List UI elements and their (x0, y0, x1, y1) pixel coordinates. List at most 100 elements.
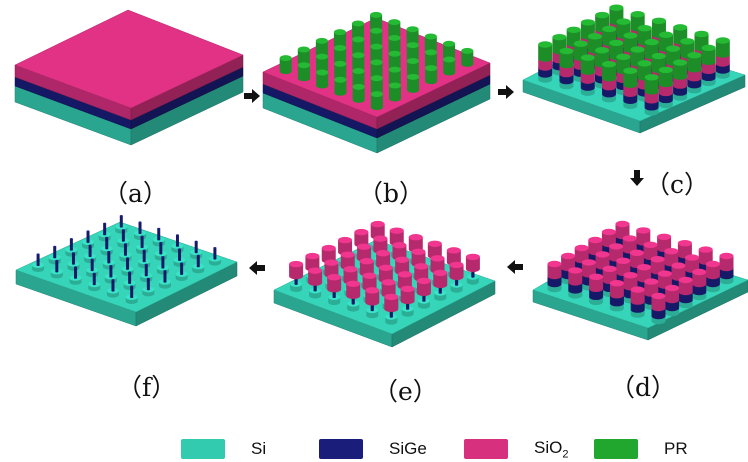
pillar-d-7-seg-2 (643, 244, 658, 260)
pillar-c-20-seg-3 (538, 44, 553, 62)
pr-pillar-b-16-cap (424, 49, 437, 56)
nanowire-f-wire-9-cap (69, 238, 73, 240)
panel-f-nanowires (32, 215, 221, 304)
pillar-d-26 (692, 268, 707, 301)
pillar-e-cap-26 (433, 269, 448, 289)
pillar-e-cap-29 (327, 274, 342, 293)
nanowire-f-wire-0-seg-0 (119, 215, 123, 228)
pillar-e-21 (449, 261, 464, 293)
nanowire-f-wire-2-seg-0 (103, 223, 107, 236)
panel-e-pillars (289, 220, 480, 325)
pillar-c-20-cap (538, 41, 553, 48)
pr-pillar-b-5 (333, 29, 346, 49)
pillar-c-21-seg-2 (701, 61, 716, 75)
pillar-d-20-seg-2 (547, 264, 562, 280)
nanowire-f-wire-27-seg-0 (144, 264, 148, 277)
pillar-d-35-seg-2 (651, 296, 666, 312)
pillar-c-25 (559, 47, 574, 90)
pillar-d-28-seg-2 (623, 275, 638, 291)
nanowire-f-wire-9-seg-0 (69, 238, 73, 251)
pr-pillar-b-22 (406, 57, 419, 77)
pillar-c-29-cap (580, 54, 595, 61)
pr-pillar-b-26-cap (425, 65, 438, 72)
pr-pillar-b-24-seg-0 (334, 63, 347, 80)
pillar-d-15 (719, 252, 734, 285)
pillar-e-cap-20-seg-0 (289, 264, 304, 280)
pillar-d-15-seg-1 (719, 268, 734, 280)
pr-pillar-b-10-seg-0 (443, 43, 456, 60)
panel-a-wafer (14, 9, 244, 146)
pillar-c-18-cap (609, 39, 624, 47)
nanowire-f-wire-31-seg-0 (128, 272, 132, 284)
pillar-c-17-cap (644, 38, 659, 46)
pillar-e-cap-21-seg-0 (449, 264, 464, 281)
pillar-d-35-seg-1 (651, 308, 666, 320)
pillar-d-32-cap (609, 280, 624, 287)
nanowire-f-wire-34-cap (111, 279, 115, 281)
nanowire-f-wire-35 (130, 285, 134, 298)
pillar-d-9-cap (574, 244, 589, 252)
pillar-d-21 (705, 260, 720, 293)
pr-pillar-b-24 (334, 60, 347, 80)
pillar-e-25 (308, 267, 323, 299)
nanowire-f-wire-30-seg-0 (163, 270, 167, 283)
pillar-d-10-seg-2 (698, 249, 713, 265)
pillar-d-14-seg-2 (561, 256, 576, 272)
legend-item-sige: SiGe (319, 438, 427, 460)
panel-d-pillars (547, 220, 734, 325)
pr-pillar-b-14-cap (297, 46, 310, 53)
pr-pillar-b-2-cap (352, 20, 365, 27)
nanowire-f-wire-33 (146, 277, 150, 291)
pillar-e-cap-15-seg-0 (465, 256, 480, 273)
pr-pillar-b-3-seg-0 (406, 29, 419, 46)
pillar-c-5-cap (580, 19, 595, 26)
pr-pillar-b-25-seg-0 (297, 65, 310, 82)
pillar-d-24-cap (602, 265, 617, 272)
legend-label-si: Si (251, 439, 267, 458)
nanowire-f-14 (48, 245, 61, 265)
pillar-d-27-seg-2 (657, 273, 672, 289)
pillar-e-cap-31-cap (381, 279, 396, 286)
pr-pillar-b-1-cap (388, 19, 401, 26)
pillar-d-24-seg-2 (602, 268, 617, 284)
pr-pillar-b-0-seg-0 (370, 14, 383, 31)
nanowire-f-wire-5 (86, 230, 90, 243)
nanowire-f-wire-25 (55, 259, 59, 273)
pillar-e-26 (433, 269, 448, 301)
nanowire-f-32 (88, 272, 101, 292)
pillar-d-27-cap (657, 270, 672, 277)
pillar-e-cap-18-cap (359, 258, 374, 265)
arrow-a-to-b (244, 89, 260, 103)
nanowire-f-wire-1-cap (138, 221, 142, 223)
pillar-c-29-seg-3 (580, 57, 595, 75)
nanowire-f-wire-20-seg-0 (36, 254, 40, 266)
panel-label-f: （f） (117, 373, 177, 402)
pillar-c-32-cap (602, 60, 617, 68)
nanowire-f-wire-32-seg-0 (92, 273, 96, 286)
pillar-c-34-seg-3 (623, 70, 638, 88)
pillar-d-26-seg-2 (692, 272, 707, 288)
pillar-c-26-cap (687, 52, 702, 59)
pr-pillar-b-11-cap (406, 42, 419, 49)
pillar-e-cap-4-cap (373, 235, 388, 242)
nanowire-f-wire-11-seg-0 (159, 242, 163, 255)
pillar-c-16-cap (680, 38, 695, 45)
pillar-d-20-seg-1 (547, 276, 562, 288)
nanowire-f-wire-8-seg-0 (105, 237, 109, 250)
pr-pillar-b-32-seg-0 (334, 79, 347, 96)
nanowire-f-wire-33-seg-0 (146, 278, 150, 291)
pr-pillar-b-22-seg-0 (406, 60, 419, 77)
pillar-c-29-seg-2 (580, 71, 595, 84)
pr-pillar-b-21 (443, 56, 456, 76)
nanowire-f-wire-22-cap (161, 255, 165, 258)
nanowire-f-wire-0 (119, 215, 123, 228)
legend-label-sige: SiGe (389, 439, 427, 458)
pillar-d-12-cap (629, 249, 644, 256)
pillar-e-cap-26-seg-0 (433, 272, 448, 289)
pillar-d-34-seg-2 (630, 289, 645, 305)
legend-label-sio2: SiO2 (534, 437, 569, 461)
nanowire-f-wire-20 (36, 253, 40, 266)
nanowire-f-wire-26-seg-0 (180, 263, 184, 275)
pillar-d-33 (665, 284, 680, 317)
pillar-d-4-seg-2 (622, 238, 637, 254)
